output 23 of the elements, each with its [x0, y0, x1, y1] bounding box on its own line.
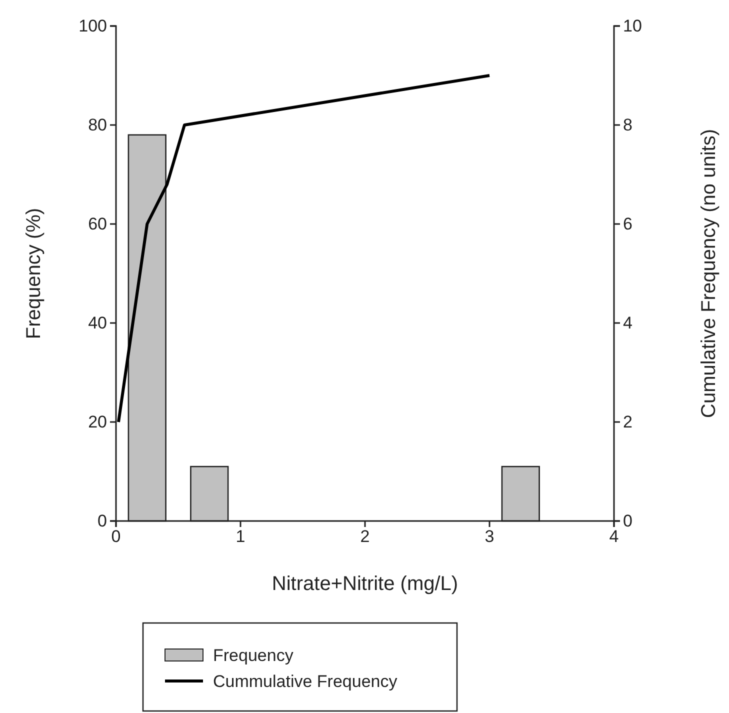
- line-series: [116, 74, 491, 424]
- legend-label: Cummulative Frequency: [213, 672, 398, 691]
- y2-tick-label: 6: [623, 214, 632, 234]
- x-axis-title: Nitrate+Nitrite (mg/L): [272, 573, 458, 595]
- y-tick-label: 40: [88, 313, 107, 332]
- y-tick-label: 80: [88, 115, 107, 134]
- y-axis-title: Frequency (%): [23, 208, 45, 340]
- y-tick-label: 60: [88, 214, 107, 234]
- y2-tick-label: 2: [623, 412, 632, 432]
- y2-tick-label: 0: [623, 511, 632, 530]
- y-tick-label: 20: [88, 412, 107, 432]
- y-tick-label: 100: [78, 16, 107, 36]
- y2-tick-label: 4: [623, 313, 632, 332]
- x-tick-label: 1: [236, 527, 246, 546]
- y-tick-label: 0: [98, 511, 107, 530]
- y2-axis-title: Cumulative Frequency (no units): [698, 128, 720, 418]
- x-tick-label: 4: [609, 527, 619, 546]
- y2-tick-label: 8: [623, 115, 632, 134]
- x-tick-label: 0: [111, 527, 121, 546]
- x-tick-label: 2: [360, 527, 370, 546]
- y2-tick-label: 10: [623, 16, 642, 36]
- x-tick-label: 3: [484, 527, 494, 546]
- legend-label: Frequency: [213, 646, 294, 665]
